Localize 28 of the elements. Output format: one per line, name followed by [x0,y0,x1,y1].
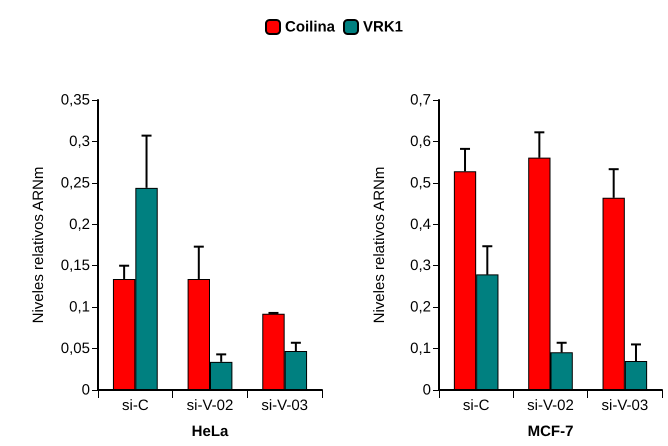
y-tick-label: 0,3 [410,257,431,274]
y-tick-label: 0,05 [60,340,90,358]
x-axis-title: HeLa [192,423,229,440]
y-tick-label: 0,6 [410,132,431,150]
x-tick-label: si-V-02 [186,397,234,414]
y-tick-label: 0,2 [410,298,431,316]
x-tick-label: si-C [122,397,149,414]
x-axis-title: MCF-7 [528,423,574,440]
y-tick-label: 0 [422,382,431,398]
y-tick-label: 0,25 [60,174,90,192]
y-tick-label: 0,2 [69,216,90,233]
y-tick-label: 0,1 [69,298,90,316]
y-tick-label: 0,4 [410,216,431,233]
y-tick-label: 0,15 [60,257,90,274]
y-tick-label: 0,7 [410,92,431,108]
y-tick-label: 0,35 [60,92,90,108]
y-tick-label: 0,5 [410,174,431,192]
x-tick-label: si-V-03 [601,397,648,414]
x-tick-label: si-V-02 [527,397,574,414]
x-tick-label: si-C [462,397,490,414]
y-tick-label: 0,3 [69,132,90,150]
legend-label: Coilina [284,18,336,36]
y-tick-label: 0,1 [410,340,431,358]
y-axis-title: Niveles relativos ARNm [30,166,47,324]
y-tick-label: 0 [82,382,90,398]
legend-label: VRK1 [362,18,404,36]
x-tick-label: si-V-03 [261,397,308,414]
y-axis-title: Niveles relativos ARNm [371,166,388,324]
